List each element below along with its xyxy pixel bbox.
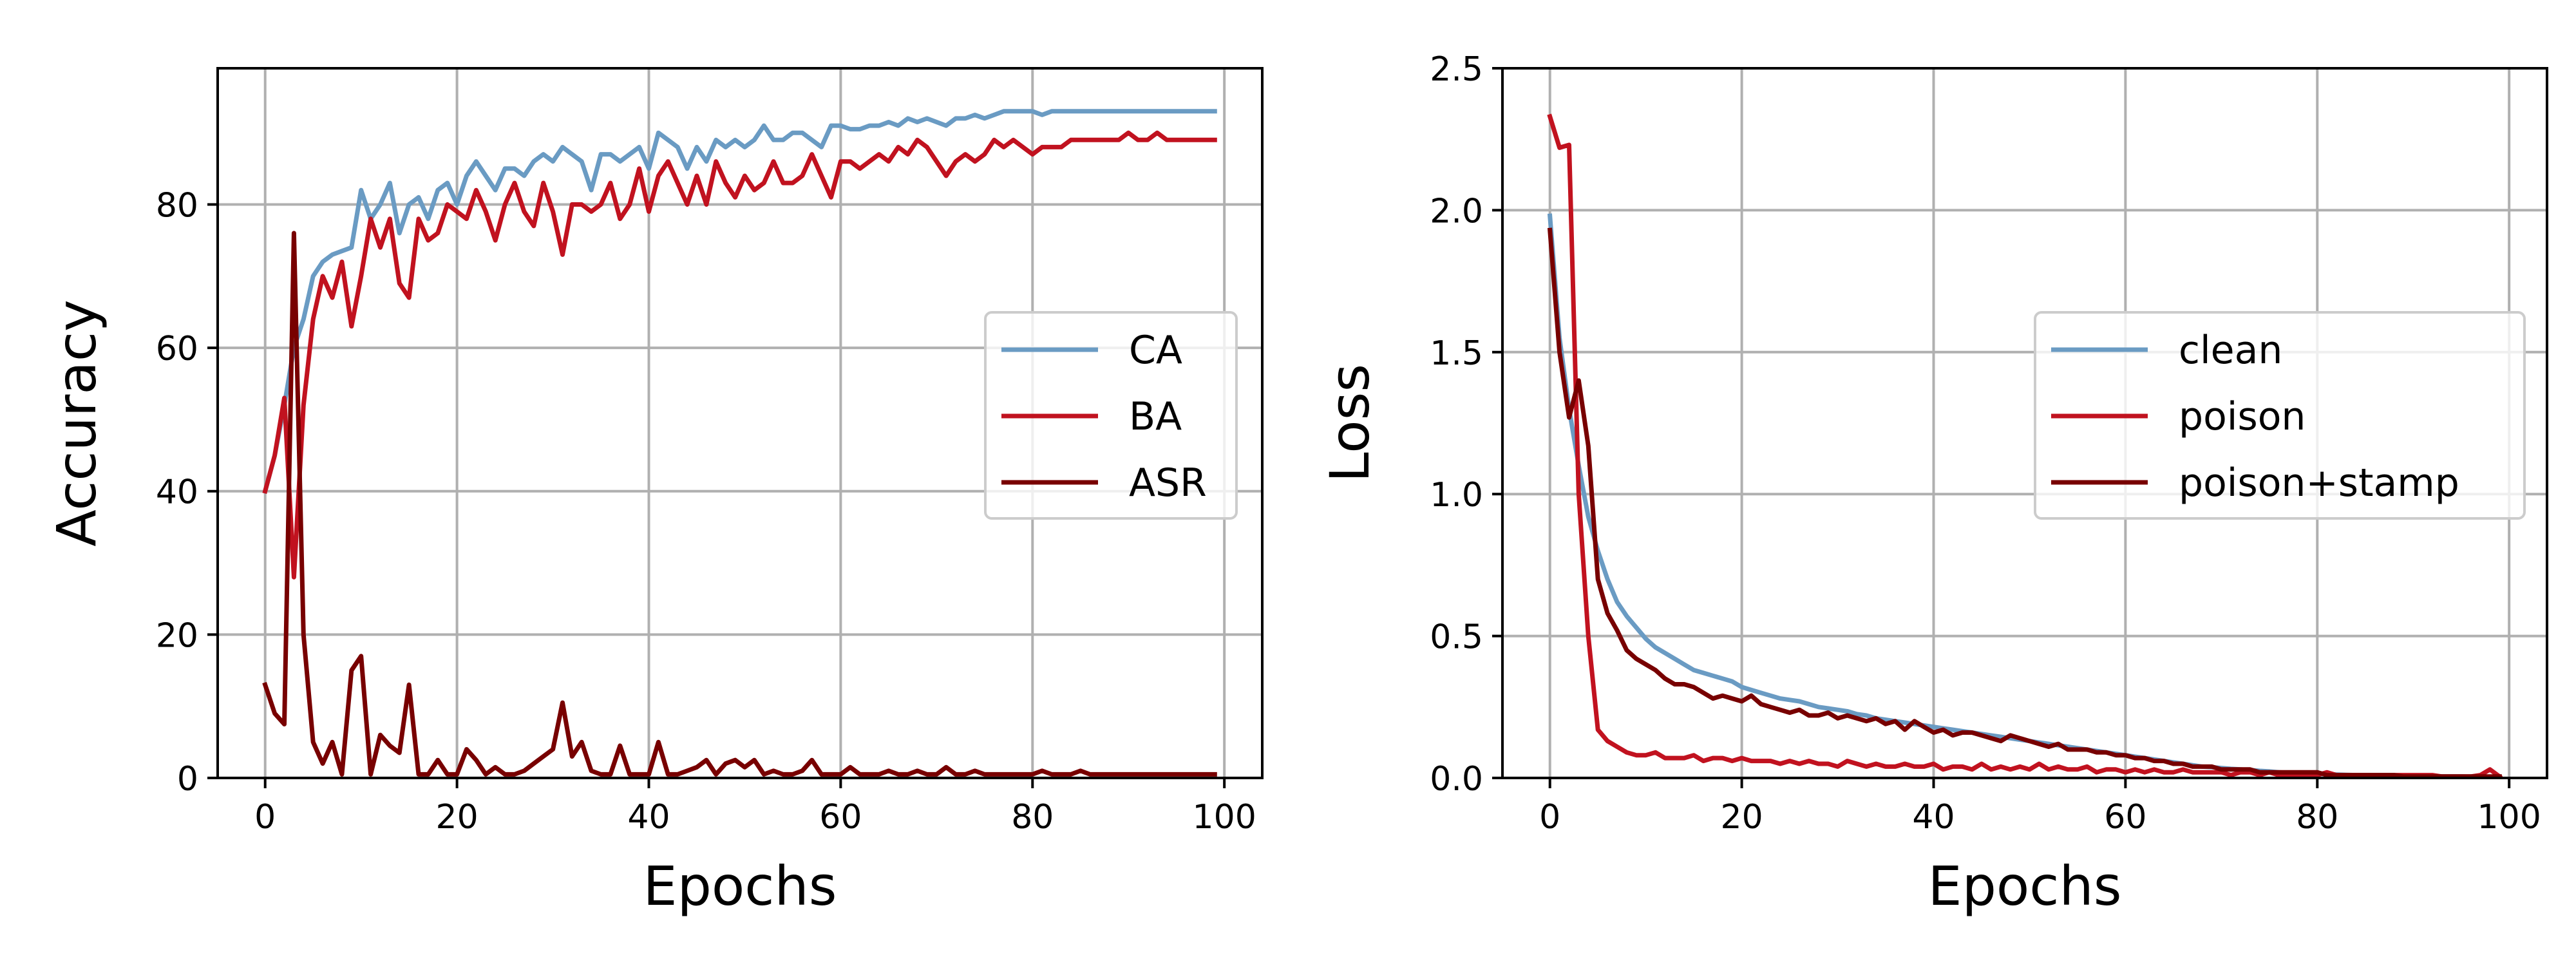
series-line-poison-stamp bbox=[1547, 227, 2502, 778]
y-tick-label: 0.5 bbox=[1430, 618, 1483, 657]
legend-label-clean: clean bbox=[2179, 328, 2282, 373]
legend-box bbox=[2034, 311, 2526, 520]
x-tick-label: 40 bbox=[627, 798, 670, 837]
x-tick-label: 20 bbox=[436, 798, 478, 837]
y-tick-label: 1.5 bbox=[1430, 334, 1483, 373]
x-tick-label: 60 bbox=[819, 798, 862, 837]
x-tick-label: 100 bbox=[1193, 798, 1256, 837]
x-tick-label: 20 bbox=[1721, 798, 1763, 837]
x-axis-label: Epochs bbox=[643, 855, 837, 918]
legend-label-ca: CA bbox=[1129, 328, 1182, 373]
series-line-ca bbox=[262, 109, 1217, 494]
y-tick-label: 20 bbox=[156, 616, 198, 655]
loss-chart: 0 20 40 60 80 100 0.0 0.5 1.0 1.5 2.0 2.5 Epochs Loss… bbox=[1318, 50, 2548, 918]
series-line-ba bbox=[262, 130, 1217, 580]
legend-label-ba: BA bbox=[1129, 394, 1182, 439]
accuracy-chart: 0 20 40 60 80 100 0 20 40 60 80 Epochs Accuracy CA BA A… bbox=[45, 67, 1264, 918]
axes-frame bbox=[1501, 67, 2548, 779]
series-lines bbox=[1547, 113, 2503, 778]
y-tick-label: 2.5 bbox=[1430, 50, 1483, 89]
legend-label-poison: poison bbox=[2179, 394, 2306, 439]
y-axis-label: Loss bbox=[1318, 364, 1381, 482]
y-tick-label: 80 bbox=[156, 186, 198, 225]
legend: clean poison poison+stamp bbox=[2034, 311, 2526, 520]
x-tick-label: 80 bbox=[2296, 798, 2338, 837]
x-tick-label: 40 bbox=[1912, 798, 1955, 837]
x-tick-label: 0 bbox=[1539, 798, 1560, 837]
y-axis-label: Accuracy bbox=[45, 299, 108, 547]
x-tick-label: 0 bbox=[254, 798, 276, 837]
series-line-asr bbox=[262, 231, 1217, 777]
y-tick-label: 0 bbox=[177, 760, 198, 799]
legend-label-poison-stamp: poison+stamp bbox=[2179, 460, 2459, 506]
legend: CA BA ASR bbox=[984, 311, 1238, 520]
x-tick-label: 60 bbox=[2104, 798, 2146, 837]
series-lines bbox=[262, 109, 1217, 777]
y-tick-label: 2.0 bbox=[1430, 192, 1483, 231]
x-tick-label: 80 bbox=[1011, 798, 1054, 837]
legend-label-asr: ASR bbox=[1129, 460, 1207, 506]
y-tick-label: 40 bbox=[156, 473, 198, 512]
legend-box bbox=[984, 311, 1238, 520]
y-tick-label: 0.0 bbox=[1430, 760, 1483, 799]
y-tick-label: 1.0 bbox=[1430, 476, 1483, 515]
x-axis-label: Epochs bbox=[1928, 855, 2122, 918]
y-tick-label: 60 bbox=[156, 330, 198, 368]
x-tick-label: 100 bbox=[2477, 798, 2541, 837]
axes-frame bbox=[216, 67, 1264, 779]
